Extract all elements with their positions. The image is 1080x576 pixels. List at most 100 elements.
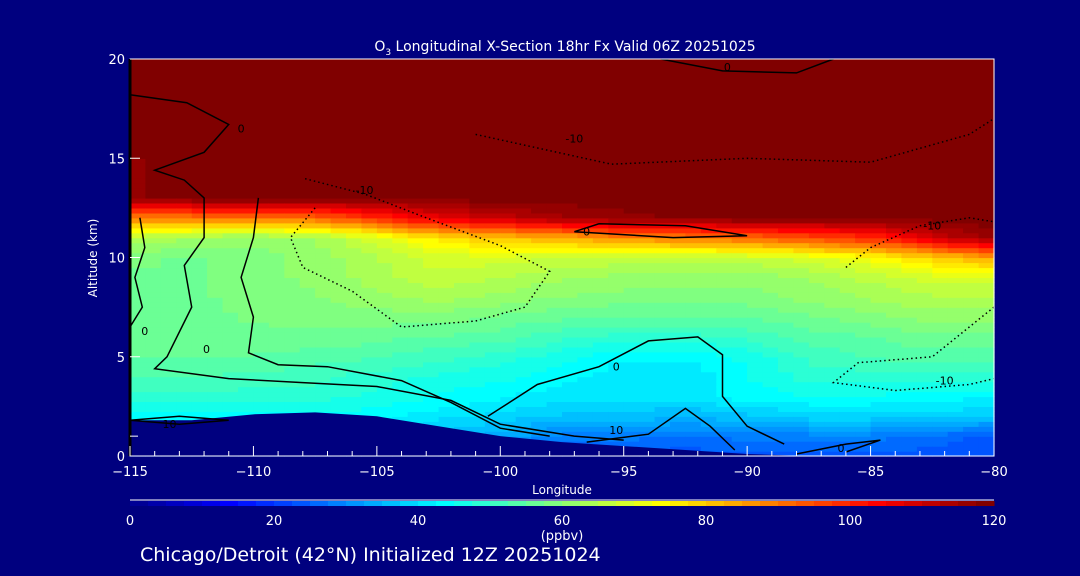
heat-cell [824, 376, 841, 383]
heat-cell [160, 217, 177, 224]
heat-cell [577, 138, 594, 144]
heat-cell [670, 351, 686, 358]
heat-cell [268, 138, 285, 144]
heat-cell [947, 431, 964, 437]
heat-cell [947, 436, 964, 442]
colorbar-segment [166, 501, 185, 506]
heat-cell [916, 73, 933, 80]
heat-cell [145, 123, 162, 130]
heat-cell [500, 123, 517, 130]
heat-cell [376, 68, 393, 75]
heat-cell [500, 217, 517, 224]
heat-cell [454, 108, 470, 115]
heat-cell [407, 83, 424, 90]
heat-cell [808, 212, 825, 219]
heat-cell [870, 361, 887, 368]
heat-cell [346, 287, 362, 293]
heat-cell [947, 163, 964, 169]
heat-cell [685, 242, 702, 249]
heat-cell [824, 68, 841, 75]
heat-cell [160, 232, 177, 239]
heat-cell [531, 59, 548, 65]
heat-cell [423, 287, 440, 293]
heat-cell [299, 257, 316, 264]
heat-cell [886, 267, 902, 273]
heat-cell [778, 277, 794, 283]
heat-cell [608, 188, 625, 194]
heat-cell [531, 193, 548, 199]
heat-cell [284, 366, 301, 373]
heat-cell [916, 247, 933, 254]
heat-cell [531, 376, 548, 383]
heat-cell [392, 93, 409, 100]
heat-cell [515, 207, 532, 214]
heat-cell [238, 158, 254, 164]
heat-cell [238, 237, 254, 244]
heat-cell [870, 123, 887, 130]
heat-cell [870, 426, 887, 432]
heat-cell [346, 138, 362, 144]
contour-label: 0 [837, 442, 844, 455]
heat-cell [623, 93, 640, 100]
heat-cell [762, 391, 779, 398]
heat-cell [423, 302, 440, 308]
heat-cell [361, 227, 378, 234]
heat-cell [160, 93, 177, 100]
heat-cell [562, 386, 578, 393]
heat-cell [623, 322, 640, 328]
heat-cell [222, 391, 239, 398]
heat-cell [932, 98, 949, 105]
heat-cell [562, 381, 578, 388]
heat-cell [191, 133, 208, 139]
heat-cell [562, 78, 578, 85]
heat-cell [268, 143, 285, 149]
heat-cell [963, 78, 980, 85]
heat-cell [886, 178, 902, 184]
heat-cell [484, 242, 501, 249]
heat-cell [685, 361, 702, 368]
heat-cell [191, 148, 208, 154]
heat-cell [407, 341, 424, 348]
heat-cell [592, 411, 609, 417]
heat-cell [546, 346, 563, 353]
heat-cell [731, 441, 748, 447]
heat-cell [747, 217, 764, 224]
heat-cell [916, 193, 933, 199]
heat-cell [130, 401, 146, 407]
heat-cell [808, 341, 825, 348]
heat-cell [268, 212, 285, 219]
heat-cell [947, 93, 964, 100]
heat-cell [268, 217, 285, 224]
heat-cell [484, 312, 501, 318]
heat-cell [839, 356, 856, 363]
heat-cell [870, 133, 887, 139]
heat-cell [438, 163, 455, 169]
heat-cell [284, 133, 301, 139]
heat-cell [685, 431, 702, 437]
heat-cell [793, 143, 810, 149]
heat-cell [855, 64, 872, 70]
heat-cell [160, 381, 177, 388]
heat-cell [438, 93, 455, 100]
heat-cell [423, 227, 440, 234]
heat-cell [284, 108, 301, 115]
heat-cell [238, 356, 254, 363]
heat-cell [469, 272, 486, 278]
heat-cell [839, 153, 856, 159]
heat-cell [592, 242, 609, 249]
heat-cell [484, 64, 501, 70]
heat-cell [222, 98, 239, 105]
heat-cell [978, 262, 995, 269]
heat-cell [670, 426, 686, 432]
heat-cell [207, 108, 224, 115]
heat-cell [670, 406, 686, 412]
heat-cell [546, 257, 563, 264]
heat-cell [839, 257, 856, 264]
heat-cell [562, 366, 578, 373]
heat-cell [531, 307, 548, 313]
heat-cell [639, 287, 656, 293]
heat-cell [407, 178, 424, 184]
heat-cell [824, 277, 841, 283]
heat-cell [407, 78, 424, 85]
